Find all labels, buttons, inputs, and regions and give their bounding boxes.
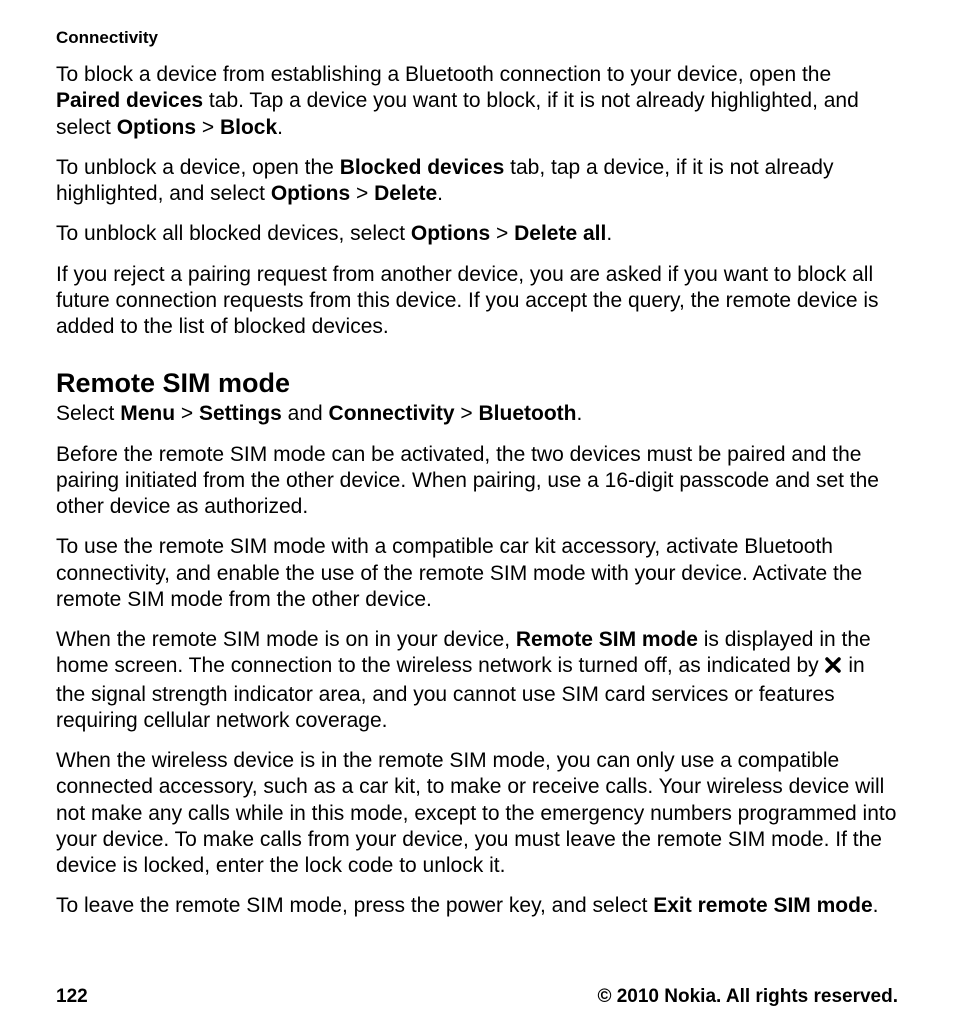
text: To leave the remote SIM mode, press the … xyxy=(56,894,653,917)
paragraph-select-menu: Select Menu > Settings and Connectivity … xyxy=(56,401,898,427)
bold-options: Options xyxy=(117,116,196,139)
bold-connectivity: Connectivity xyxy=(329,402,455,425)
paragraph-before-activate: Before the remote SIM mode can be activa… xyxy=(56,442,898,521)
bold-block: Block xyxy=(220,116,277,139)
text: and xyxy=(282,402,329,425)
text: To unblock a device, open the xyxy=(56,156,340,179)
text: To unblock all blocked devices, select xyxy=(56,222,411,245)
bold-menu: Menu xyxy=(120,402,175,425)
page-number: 122 xyxy=(56,986,88,1008)
text: . xyxy=(277,116,283,139)
page-footer: 122 © 2010 Nokia. All rights reserved. xyxy=(56,986,898,1008)
bold-blocked-devices: Blocked devices xyxy=(340,156,505,179)
paragraph-car-kit: To use the remote SIM mode with a compat… xyxy=(56,534,898,613)
text: . xyxy=(606,222,612,245)
bold-exit-remote-sim: Exit remote SIM mode xyxy=(653,894,872,917)
paragraph-reject-pairing: If you reject a pairing request from ano… xyxy=(56,262,898,341)
bold-paired-devices: Paired devices xyxy=(56,89,203,112)
bold-options: Options xyxy=(411,222,490,245)
section-heading-remote-sim: Remote SIM mode xyxy=(56,368,898,399)
text: . xyxy=(576,402,582,425)
bold-delete: Delete xyxy=(374,182,437,205)
breadcrumb-separator: > xyxy=(455,402,479,425)
bold-delete-all: Delete all xyxy=(514,222,606,245)
bold-options: Options xyxy=(271,182,350,205)
breadcrumb-separator: > xyxy=(175,402,199,425)
text: To block a device from establishing a Bl… xyxy=(56,63,831,86)
paragraph-block-device: To block a device from establishing a Bl… xyxy=(56,62,898,141)
bold-remote-sim-mode: Remote SIM mode xyxy=(516,628,698,651)
x-icon xyxy=(824,655,842,681)
breadcrumb-separator: > xyxy=(490,222,514,245)
paragraph-remote-sim-on: When the remote SIM mode is on in your d… xyxy=(56,627,898,734)
paragraph-unblock-all: To unblock all blocked devices, select O… xyxy=(56,221,898,247)
paragraph-exit-remote-sim: To leave the remote SIM mode, press the … xyxy=(56,893,898,919)
text: When the remote SIM mode is on in your d… xyxy=(56,628,516,651)
bold-bluetooth: Bluetooth xyxy=(479,402,577,425)
text: . xyxy=(873,894,879,917)
breadcrumb-separator: > xyxy=(196,116,220,139)
text: Select xyxy=(56,402,120,425)
breadcrumb-separator: > xyxy=(350,182,374,205)
copyright-text: © 2010 Nokia. All rights reserved. xyxy=(597,986,898,1008)
paragraph-remote-sim-calls: When the wireless device is in the remot… xyxy=(56,748,898,879)
bold-settings: Settings xyxy=(199,402,282,425)
paragraph-unblock-device: To unblock a device, open the Blocked de… xyxy=(56,155,898,208)
chapter-header: Connectivity xyxy=(56,28,898,48)
page: Connectivity To block a device from esta… xyxy=(0,0,954,1036)
text: . xyxy=(437,182,443,205)
